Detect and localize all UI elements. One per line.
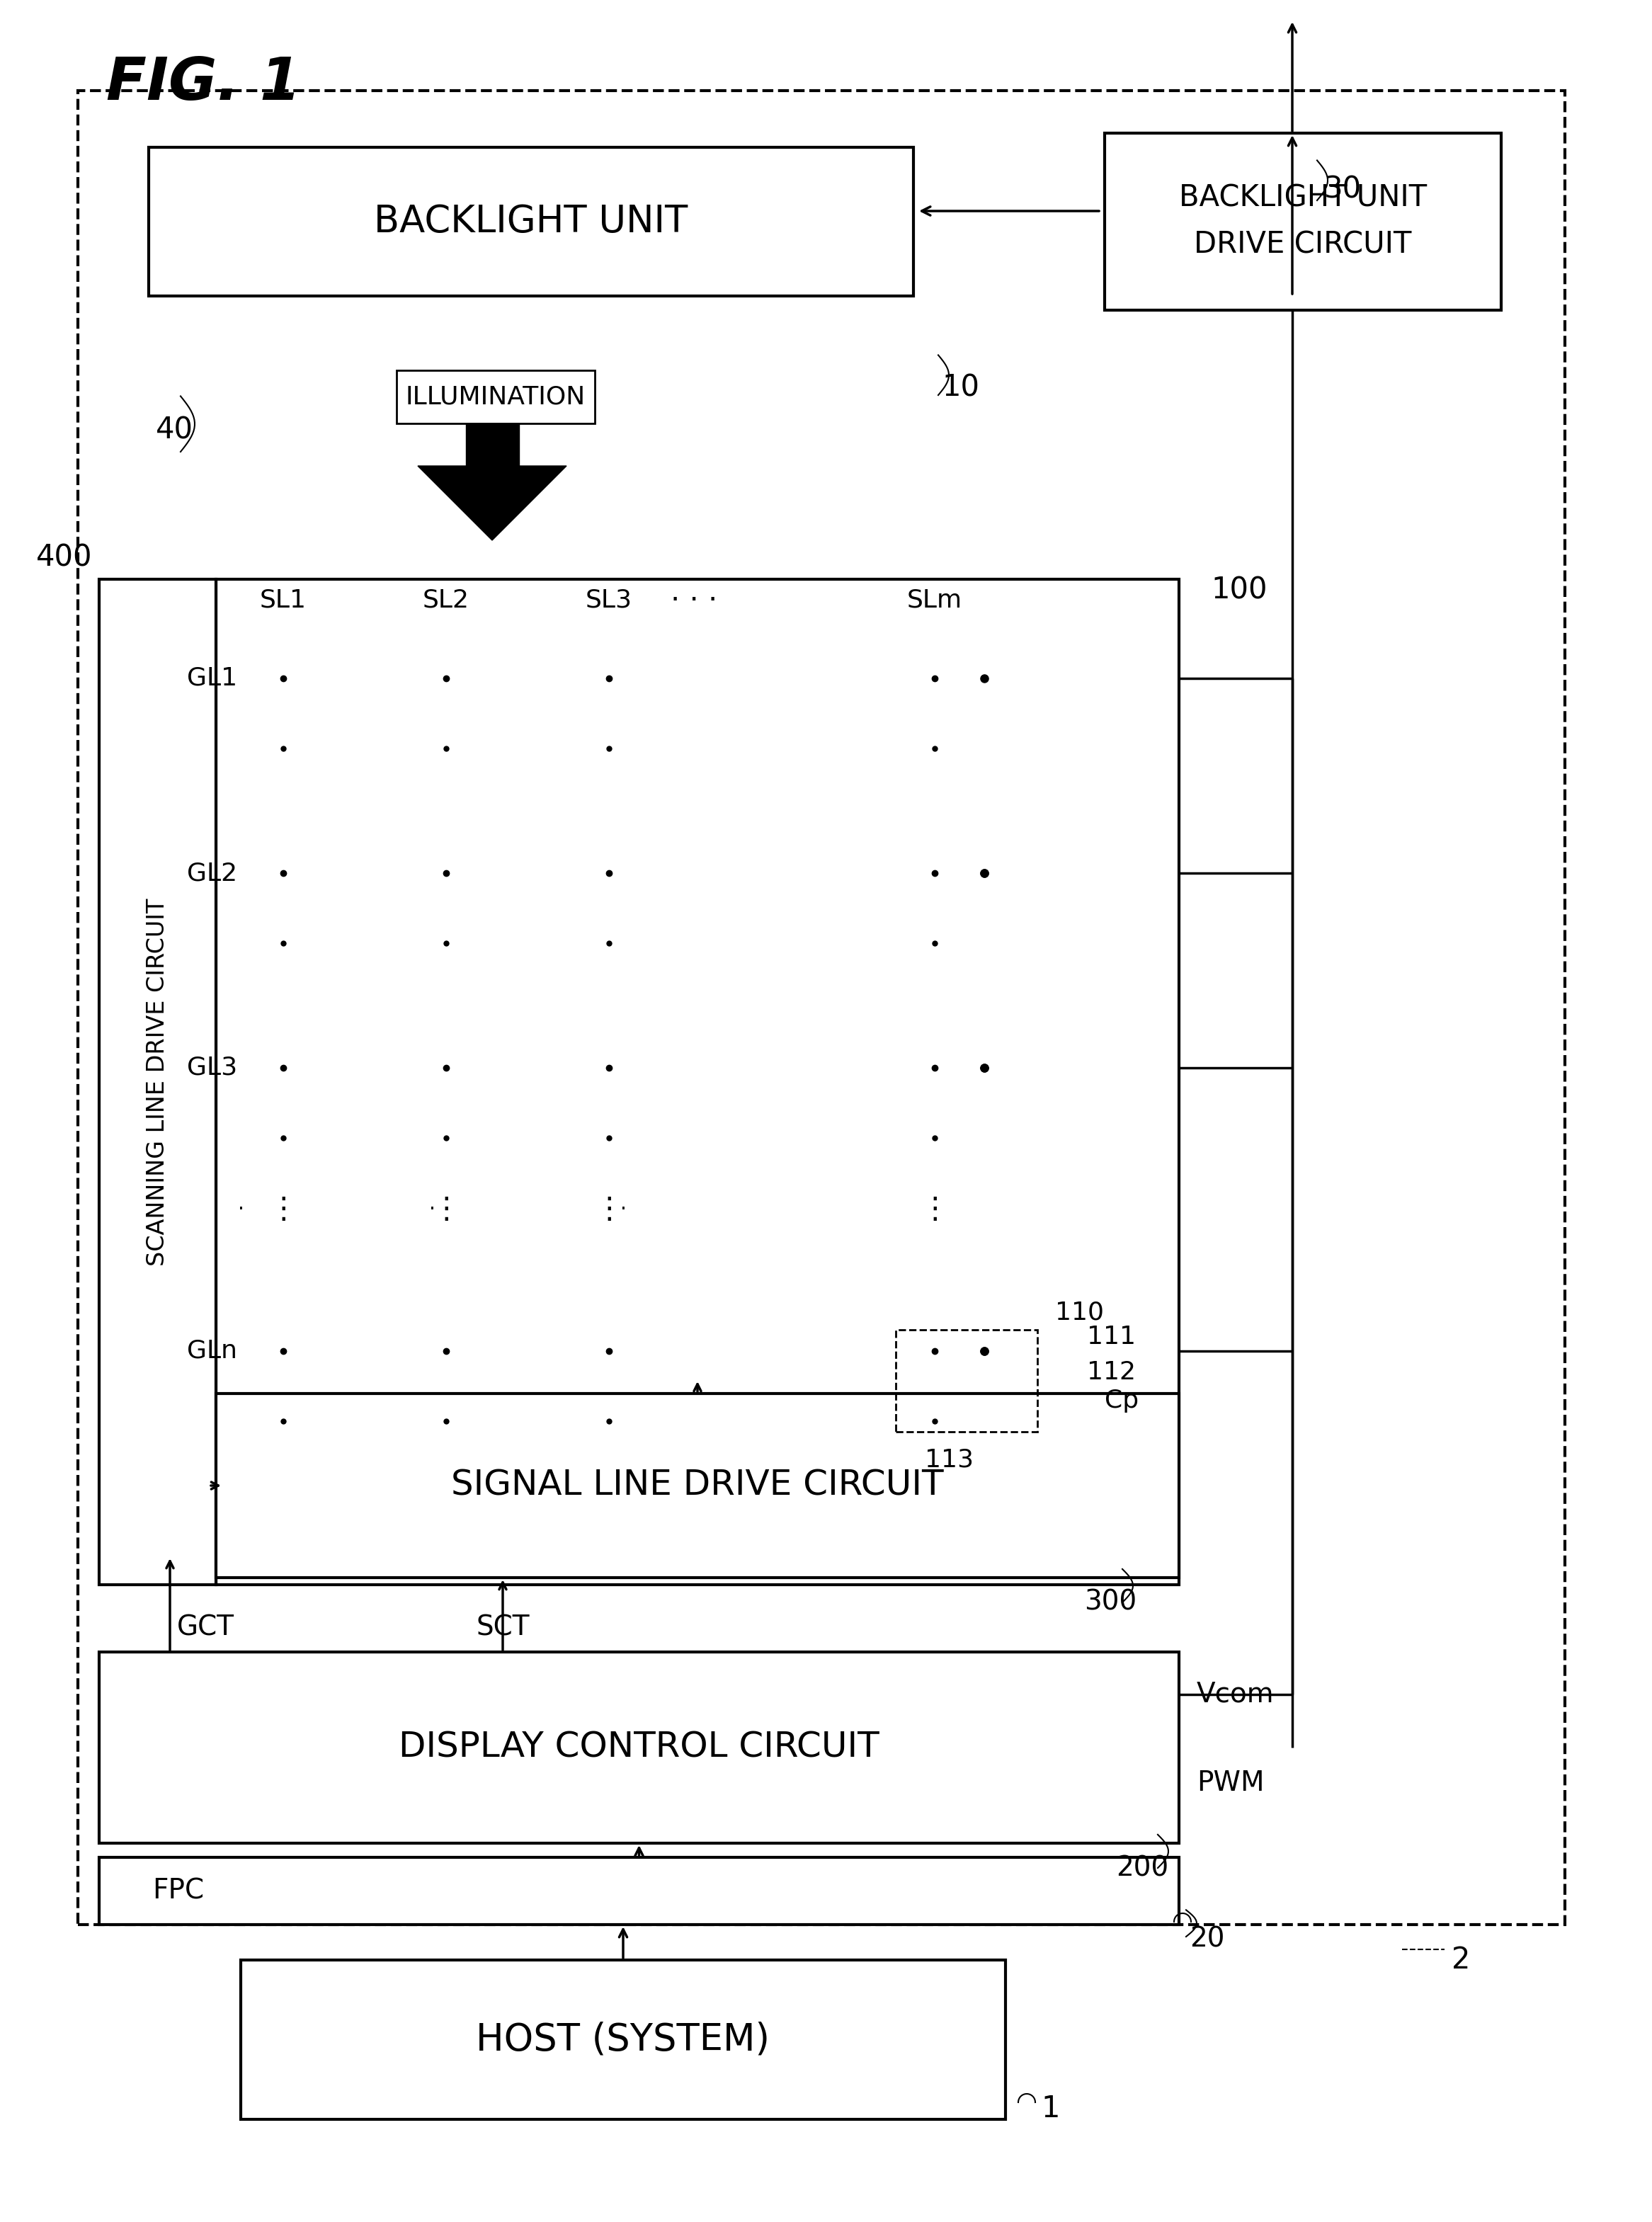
Text: ⋮: ⋮	[431, 1195, 461, 1224]
Bar	[396, 371, 595, 424]
Text: 10: 10	[942, 373, 980, 402]
Text: 30: 30	[1325, 176, 1361, 204]
Text: 112: 112	[1087, 1360, 1137, 1384]
Text: PWM: PWM	[1196, 1769, 1264, 1795]
Text: BACKLIGHT UNIT: BACKLIGHT UNIT	[1180, 184, 1427, 213]
Text: SL3: SL3	[585, 589, 633, 613]
Text: GL1: GL1	[187, 667, 238, 691]
Text: FIG. 1: FIG. 1	[106, 56, 301, 113]
Polygon shape	[418, 467, 567, 540]
Text: 1: 1	[1041, 2093, 1059, 2124]
Text: SLm: SLm	[907, 589, 963, 613]
Text: SCT: SCT	[476, 1613, 530, 1640]
Text: 20: 20	[1189, 1924, 1224, 1953]
Text: HOST (SYSTEM): HOST (SYSTEM)	[476, 2022, 770, 2058]
Bar	[99, 1858, 1180, 1924]
Text: BACKLIGHT UNIT: BACKLIGHT UNIT	[373, 202, 687, 240]
Text: ·: ·	[238, 1200, 244, 1220]
Text: 300: 300	[1084, 1589, 1137, 1615]
Text: DRIVE CIRCUIT: DRIVE CIRCUIT	[1194, 231, 1412, 260]
Text: ILLUMINATION: ILLUMINATION	[406, 384, 586, 409]
Bar	[216, 1393, 1180, 1578]
Text: SCANNING LINE DRIVE CIRCUIT: SCANNING LINE DRIVE CIRCUIT	[145, 898, 169, 1267]
Text: 40: 40	[155, 416, 193, 444]
Text: 2: 2	[1452, 1944, 1470, 1975]
Bar	[241, 1960, 1006, 2120]
Text: Cp: Cp	[1105, 1389, 1138, 1413]
Text: GL2: GL2	[187, 862, 238, 884]
Text: GCT: GCT	[177, 1613, 235, 1640]
Text: ·: ·	[620, 1200, 626, 1220]
Text: ⋮: ⋮	[269, 1195, 297, 1224]
Bar	[1105, 133, 1502, 311]
Text: 400: 400	[36, 542, 93, 573]
Text: DISPLAY CONTROL CIRCUIT: DISPLAY CONTROL CIRCUIT	[398, 1731, 879, 1764]
Text: SL2: SL2	[423, 589, 469, 613]
Text: 100: 100	[1211, 575, 1267, 604]
Bar	[149, 147, 914, 296]
Bar	[216, 580, 1180, 1584]
Text: SL1: SL1	[259, 589, 307, 613]
Text: SIGNAL LINE DRIVE CIRCUIT: SIGNAL LINE DRIVE CIRCUIT	[451, 1469, 943, 1502]
Text: Vcom: Vcom	[1196, 1682, 1274, 1709]
Text: GL3: GL3	[187, 1055, 238, 1080]
Bar	[895, 1329, 1037, 1431]
Bar	[99, 1651, 1180, 1844]
Text: ⋮: ⋮	[595, 1195, 624, 1224]
Text: · · ·: · · ·	[671, 587, 717, 615]
Text: GLn: GLn	[187, 1340, 238, 1362]
Text: 111: 111	[1087, 1324, 1137, 1349]
Text: ⋮: ⋮	[920, 1195, 950, 1224]
Text: 113: 113	[925, 1449, 973, 1473]
Text: 110: 110	[1056, 1300, 1104, 1324]
Text: ·: ·	[430, 1200, 434, 1220]
Text: 200: 200	[1115, 1855, 1168, 1882]
Bar	[78, 91, 1564, 1924]
Bar	[466, 424, 519, 467]
Text: FPC: FPC	[152, 1878, 203, 1904]
Bar	[99, 580, 216, 1584]
